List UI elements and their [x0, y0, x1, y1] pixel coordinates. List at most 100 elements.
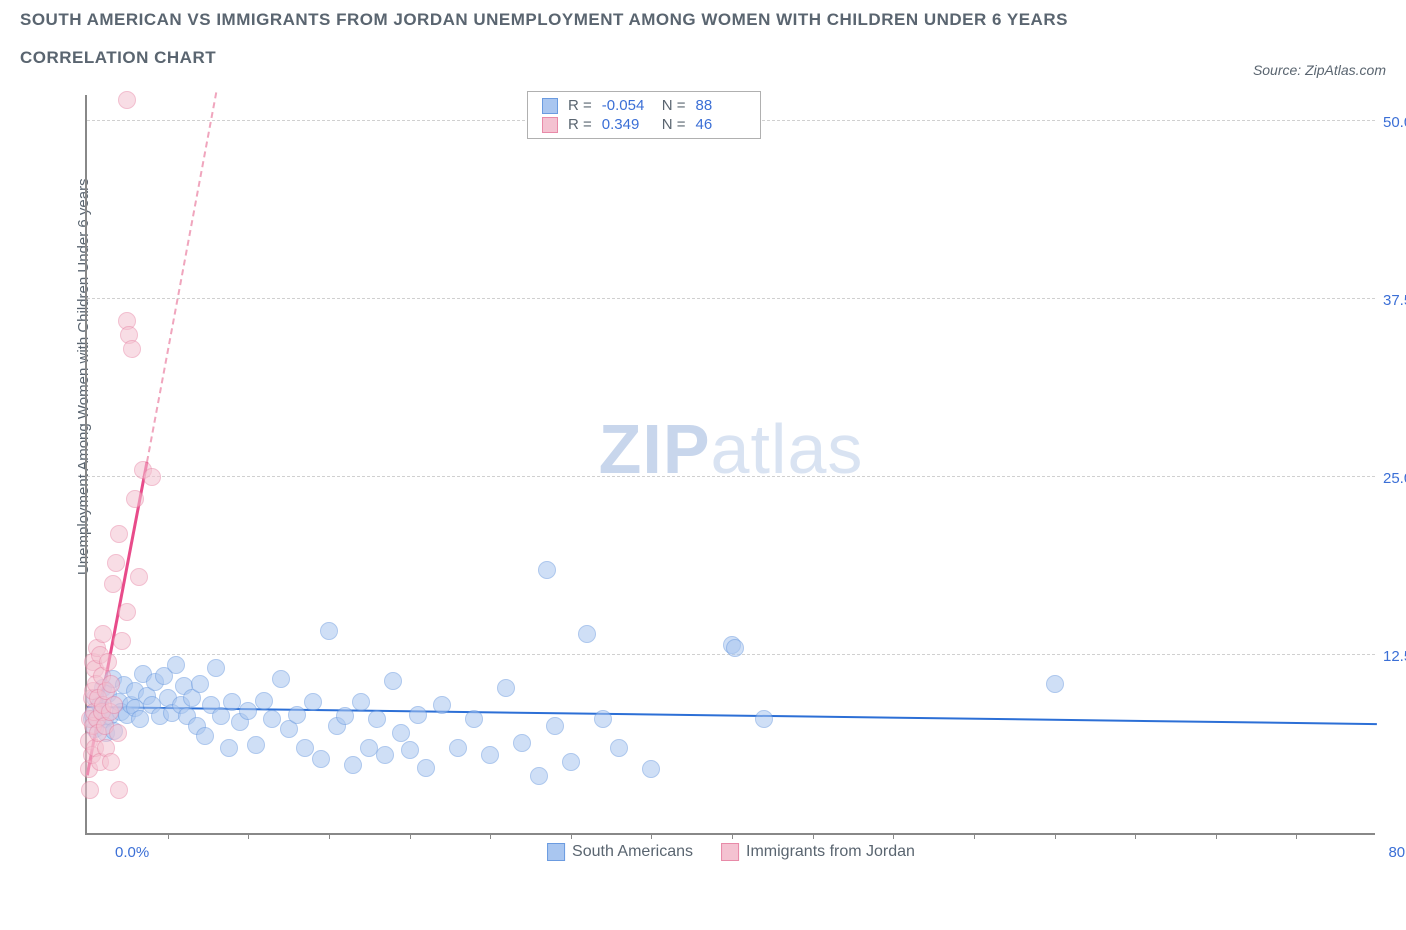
scatter-point	[239, 702, 257, 720]
scatter-point	[118, 91, 136, 109]
scatter-point	[530, 767, 548, 785]
scatter-plot: ZIPatlas R = -0.054 N = 88 R = 0.349 N =…	[85, 95, 1375, 835]
chart-title-line1: SOUTH AMERICAN VS IMMIGRANTS FROM JORDAN…	[20, 10, 1386, 30]
scatter-point	[247, 736, 265, 754]
scatter-point	[126, 490, 144, 508]
scatter-point	[81, 781, 99, 799]
legend-swatch-pink	[721, 843, 739, 861]
x-axis-max-label: 80.0%	[1388, 844, 1406, 861]
legend-item-jordan: Immigrants from Jordan	[721, 843, 915, 861]
scatter-point	[642, 760, 660, 778]
stat-n-2: 46	[696, 116, 746, 133]
stats-row-series1: R = -0.054 N = 88	[542, 97, 746, 114]
chart-container: Unemployment Among Women with Children U…	[55, 95, 1385, 855]
x-tick-minor	[490, 833, 491, 839]
scatter-point	[102, 675, 120, 693]
scatter-point	[368, 710, 386, 728]
scatter-point	[497, 679, 515, 697]
y-tick-label: 25.0%	[1383, 470, 1406, 487]
scatter-point	[433, 696, 451, 714]
scatter-point	[344, 756, 362, 774]
scatter-point	[546, 717, 564, 735]
scatter-point	[123, 340, 141, 358]
scatter-point	[99, 653, 117, 671]
scatter-point	[562, 753, 580, 771]
scatter-point	[594, 710, 612, 728]
x-tick-minor	[168, 833, 169, 839]
scatter-point	[578, 625, 596, 643]
legend-label-2: Immigrants from Jordan	[746, 843, 915, 861]
scatter-point	[320, 622, 338, 640]
scatter-point	[255, 692, 273, 710]
scatter-point	[392, 724, 410, 742]
legend-item-south-americans: South Americans	[547, 843, 693, 861]
scatter-point	[207, 659, 225, 677]
stat-r-1: -0.054	[602, 97, 652, 114]
x-tick-minor	[1055, 833, 1056, 839]
scatter-point	[755, 710, 773, 728]
swatch-blue	[542, 98, 558, 114]
scatter-point	[143, 468, 161, 486]
legend-swatch-blue	[547, 843, 565, 861]
scatter-point	[312, 750, 330, 768]
scatter-point	[107, 554, 125, 572]
scatter-point	[610, 739, 628, 757]
scatter-point	[263, 710, 281, 728]
gridline-h	[87, 476, 1375, 477]
scatter-point	[191, 675, 209, 693]
scatter-point	[110, 781, 128, 799]
gridline-h	[87, 298, 1375, 299]
stats-row-series2: R = 0.349 N = 46	[542, 116, 746, 133]
scatter-point	[384, 672, 402, 690]
scatter-point	[336, 707, 354, 725]
scatter-point	[113, 632, 131, 650]
scatter-point	[105, 696, 123, 714]
scatter-point	[110, 525, 128, 543]
x-axis-min-label: 0.0%	[115, 844, 149, 861]
y-tick-label: 50.0%	[1383, 114, 1406, 131]
scatter-point	[726, 639, 744, 657]
scatter-point	[272, 670, 290, 688]
scatter-point	[102, 753, 120, 771]
y-tick-label: 12.5%	[1383, 648, 1406, 665]
scatter-point	[1046, 675, 1064, 693]
legend-label-1: South Americans	[572, 843, 693, 861]
scatter-point	[449, 739, 467, 757]
scatter-point	[220, 739, 238, 757]
x-tick-minor	[329, 833, 330, 839]
scatter-point	[417, 759, 435, 777]
x-tick-minor	[410, 833, 411, 839]
correlation-stats-box: R = -0.054 N = 88 R = 0.349 N = 46	[527, 91, 761, 139]
watermark-text: ZIPatlas	[599, 409, 864, 489]
scatter-point	[513, 734, 531, 752]
chart-title-line2: CORRELATION CHART	[20, 48, 1386, 68]
swatch-pink	[542, 117, 558, 133]
scatter-point	[352, 693, 370, 711]
x-tick-minor	[1296, 833, 1297, 839]
scatter-point	[538, 561, 556, 579]
scatter-point	[409, 706, 427, 724]
x-tick-minor	[651, 833, 652, 839]
stat-r-2: 0.349	[602, 116, 652, 133]
scatter-point	[376, 746, 394, 764]
scatter-point	[196, 727, 214, 745]
x-tick-minor	[732, 833, 733, 839]
stat-n-1: 88	[696, 97, 746, 114]
scatter-point	[118, 603, 136, 621]
source-attribution: Source: ZipAtlas.com	[1253, 62, 1386, 78]
scatter-point	[288, 706, 306, 724]
scatter-point	[465, 710, 483, 728]
scatter-point	[481, 746, 499, 764]
scatter-point	[104, 575, 122, 593]
scatter-point	[167, 656, 185, 674]
x-tick-minor	[248, 833, 249, 839]
x-tick-minor	[893, 833, 894, 839]
scatter-point	[94, 625, 112, 643]
legend-bottom: South Americans Immigrants from Jordan	[547, 843, 915, 861]
y-tick-label: 37.5%	[1383, 292, 1406, 309]
x-tick-minor	[571, 833, 572, 839]
x-tick-minor	[1135, 833, 1136, 839]
scatter-point	[130, 568, 148, 586]
trendline	[146, 92, 217, 462]
x-tick-minor	[974, 833, 975, 839]
